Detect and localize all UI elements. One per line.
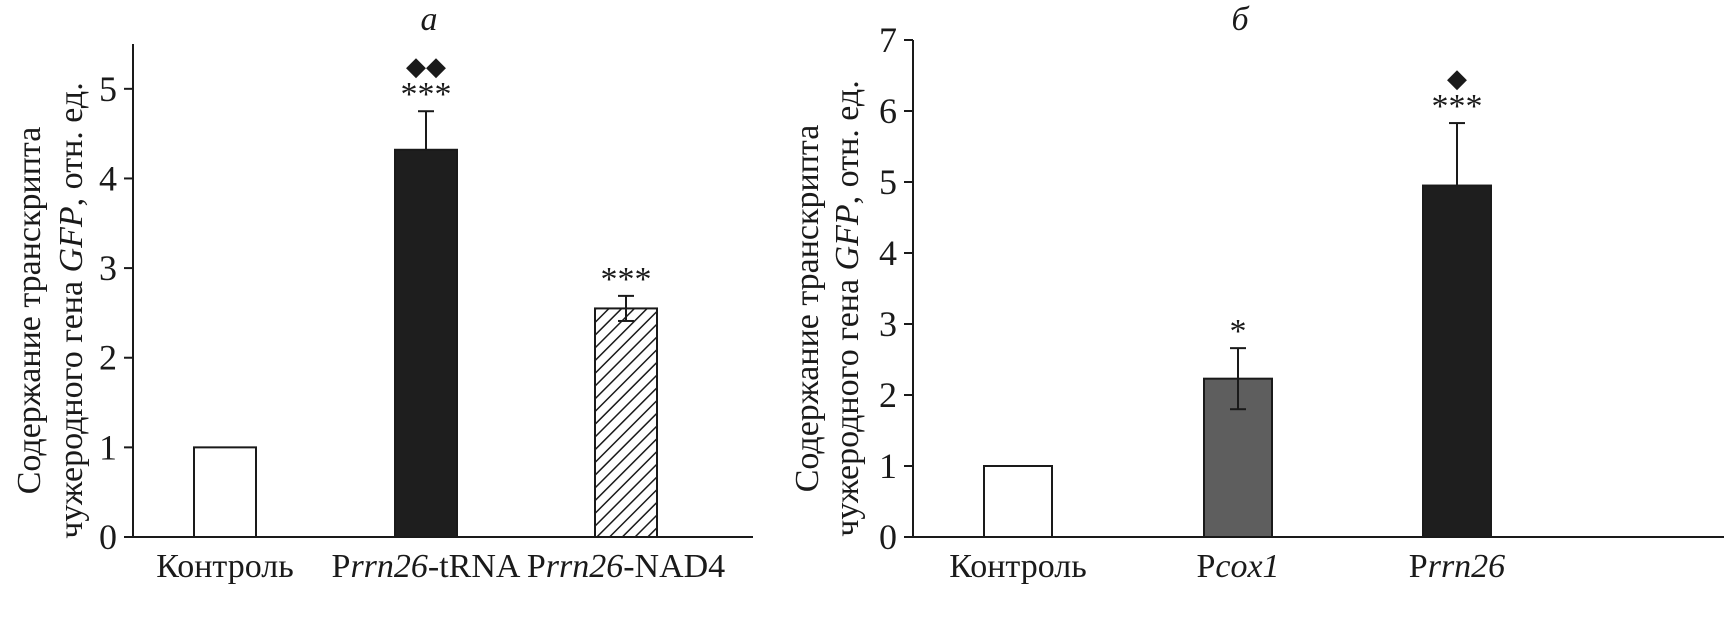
bar <box>1422 184 1492 539</box>
y-tick-label: 7 <box>879 20 897 60</box>
x-tick-label: Контроль <box>156 548 293 585</box>
y-tick-label: 5 <box>879 162 897 202</box>
y-axis-label-line2: чужеродного гена GFP, отн. ед. <box>53 82 90 538</box>
y-tick-label: 0 <box>99 517 117 557</box>
y-axis-label-line2: чужеродного гена GFP, отн. ед. <box>829 80 866 536</box>
y-tick-label: 0 <box>879 517 897 557</box>
x-tick-label: Prrn26-NAD4 <box>527 548 725 585</box>
chart-title: а <box>421 1 438 38</box>
x-tick-label: Контроль <box>949 548 1086 585</box>
y-tick-label: 2 <box>879 375 897 415</box>
chart-panel-a: а 0 1 2 3 4 5 Содержание транскрипта чужеродного… <box>11 1 753 585</box>
bar <box>394 148 458 538</box>
x-tick-label: Pcox1 <box>1196 548 1279 585</box>
y-tick-label: 1 <box>99 427 117 467</box>
y-tick-label: 4 <box>879 233 897 273</box>
y-tick-label: 3 <box>879 304 897 344</box>
significance-label: *** <box>1432 88 1483 125</box>
bar <box>193 446 257 539</box>
y-tick-label: 5 <box>99 69 117 109</box>
y-tick-label: 1 <box>879 446 897 486</box>
significance-label: * <box>1230 313 1247 350</box>
chart-title: б <box>1231 1 1250 38</box>
x-tick-label: Prrn26-tRNA <box>332 548 521 585</box>
bar <box>983 465 1053 538</box>
bar <box>594 307 658 538</box>
diamond-marker: ◆◆ <box>406 52 446 81</box>
y-axis-label-line1: Содержание транскрипта <box>789 125 826 493</box>
chart-panel-b: б 0 1 2 3 4 5 6 7 Содержание транскрипта чужеродно… <box>789 1 1724 585</box>
y-tick-label: 3 <box>99 248 117 288</box>
diamond-marker: ◆ <box>1447 64 1467 93</box>
significance-label: *** <box>401 76 452 113</box>
y-axis-label-line1: Содержание транскрипта <box>11 127 48 495</box>
x-tick-label: Prrn26 <box>1409 548 1505 585</box>
y-tick-label: 6 <box>879 91 897 131</box>
y-tick-label: 2 <box>99 338 117 378</box>
significance-label: *** <box>601 261 652 298</box>
y-tick-label: 4 <box>99 158 117 198</box>
